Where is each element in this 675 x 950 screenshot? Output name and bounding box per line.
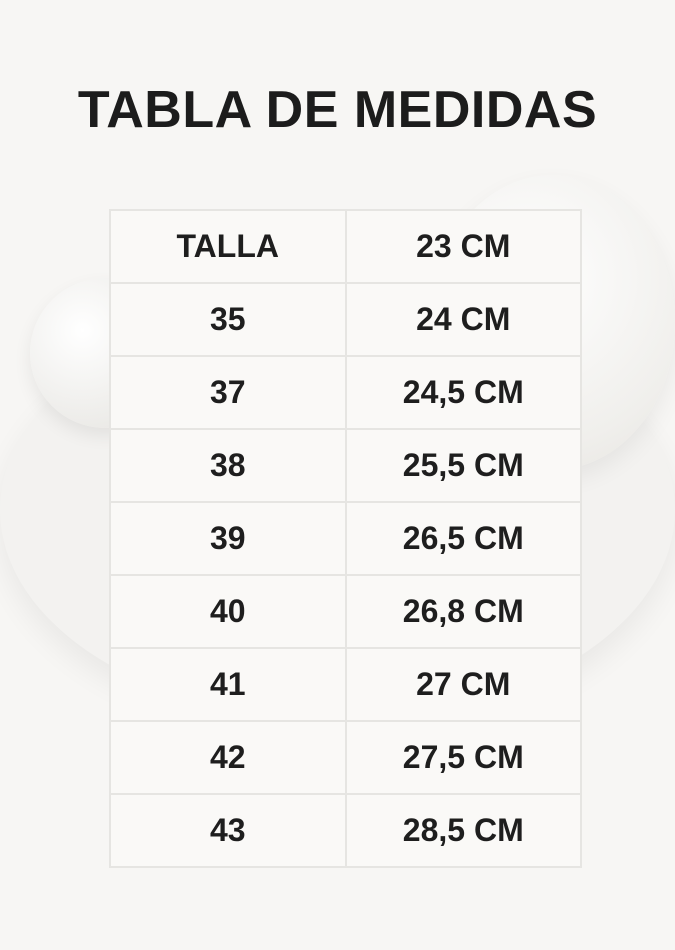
table-row: 43 28,5 CM — [109, 793, 582, 868]
size-table: TALLA 23 CM 35 24 CM 37 24,5 CM 38 25,5 CM 39 2… — [109, 209, 582, 868]
measure-cell: 24,5 CM — [344, 355, 582, 430]
measure-cell: 28,5 CM — [344, 793, 582, 868]
table-row: 40 26,8 CM — [109, 574, 582, 649]
size-cell: 41 — [109, 647, 347, 722]
table-row: 38 25,5 CM — [109, 428, 582, 503]
size-cell: 38 — [109, 428, 347, 503]
measure-cell: 25,5 CM — [344, 428, 582, 503]
size-cell: 40 — [109, 574, 347, 649]
measure-cell: 27,5 CM — [344, 720, 582, 795]
header-cell-size: TALLA — [109, 209, 347, 284]
size-cell: 39 — [109, 501, 347, 576]
table-row: 37 24,5 CM — [109, 355, 582, 430]
measure-cell: 24 CM — [344, 282, 582, 357]
table-row: 42 27,5 CM — [109, 720, 582, 795]
measure-cell: 26,8 CM — [344, 574, 582, 649]
measure-cell: 27 CM — [344, 647, 582, 722]
size-cell: 37 — [109, 355, 347, 430]
table-row: 41 27 CM — [109, 647, 582, 722]
table-row: 39 26,5 CM — [109, 501, 582, 576]
table-header-row: TALLA 23 CM — [109, 209, 582, 284]
measure-cell: 26,5 CM — [344, 501, 582, 576]
size-cell: 43 — [109, 793, 347, 868]
header-cell-measure: 23 CM — [344, 209, 582, 284]
size-cell: 35 — [109, 282, 347, 357]
page-title: TABLA DE MEDIDAS — [77, 81, 598, 139]
size-cell: 42 — [109, 720, 347, 795]
table-row: 35 24 CM — [109, 282, 582, 357]
